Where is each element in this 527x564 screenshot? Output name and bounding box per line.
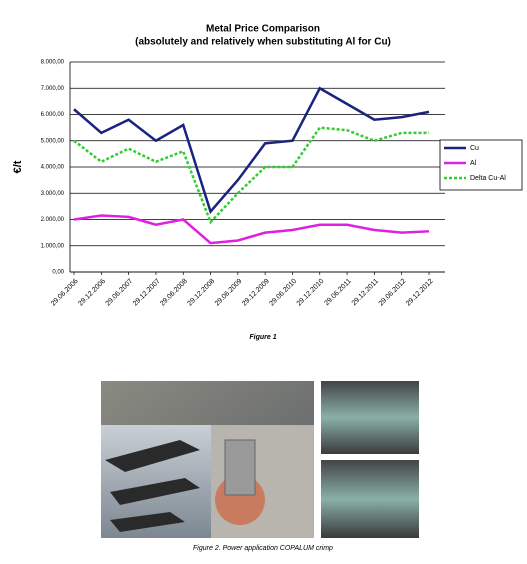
y-tick-label: 4.000,00 bbox=[41, 165, 65, 171]
series-line bbox=[73, 214, 430, 245]
x-tick-label: 29.06.2008 bbox=[159, 278, 189, 308]
y-tick-label: 5.000,00 bbox=[41, 138, 65, 144]
y-tick-label: 3.000,00 bbox=[41, 191, 65, 197]
x-tick-label: 29.12.2008 bbox=[187, 278, 217, 308]
x-tick-label: 29.06.2011 bbox=[323, 278, 352, 307]
figure-photos bbox=[101, 381, 419, 538]
legend-label: Delta Cu-Al bbox=[470, 175, 506, 182]
x-tick-label: 29.06.2009 bbox=[214, 278, 244, 308]
y-tick-label: 6.000,00 bbox=[41, 112, 65, 118]
legend-label: Cu bbox=[470, 145, 479, 152]
x-tick-label: 29.12.2006 bbox=[77, 278, 107, 308]
x-tick-label: 29.06.2006 bbox=[50, 278, 80, 308]
legend-label: Al bbox=[470, 160, 477, 167]
series-line bbox=[73, 126, 429, 225]
y-tick-label: 7.000,00 bbox=[41, 86, 65, 92]
chart-subtitle: (absolutely and relatively when substitu… bbox=[135, 37, 391, 48]
y-tick-label: 1.000,00 bbox=[41, 243, 65, 249]
y-tick-label: 0,00 bbox=[52, 270, 64, 276]
y-axis-label: €/t bbox=[12, 160, 24, 173]
chart-title: Metal Price Comparison bbox=[206, 24, 320, 35]
plot-area: 0,00 1.000,00 2.000,00 3.000,00 4.000,00 5.00… bbox=[41, 60, 445, 308]
x-tick-label: 29.06.2012 bbox=[378, 278, 408, 308]
x-tick-label: 29.12.2012 bbox=[405, 278, 435, 308]
x-tick-label: 29.12.2010 bbox=[296, 278, 326, 308]
figure-caption: Figure 1 bbox=[249, 334, 276, 341]
x-tick-label: 29.12.2007 bbox=[132, 278, 162, 308]
x-tick-label: 29.12.2009 bbox=[241, 278, 271, 308]
photo-mesh bbox=[224, 439, 256, 496]
x-tick-label: 29.06.2010 bbox=[268, 278, 298, 308]
x-tick-label: 29.12.2011 bbox=[351, 278, 380, 307]
photo-section-2 bbox=[321, 460, 419, 538]
x-tick-label: 29.06.2007 bbox=[105, 278, 135, 308]
photo-section-1 bbox=[321, 381, 419, 454]
y-tick-label: 2.000,00 bbox=[41, 217, 65, 223]
legend: Cu Al Delta Cu-Al bbox=[444, 145, 506, 182]
series-line bbox=[73, 86, 430, 215]
figure-caption: Figure 2. Power application COPALUM crim… bbox=[193, 545, 333, 552]
y-tick-label: 8.000,00 bbox=[41, 60, 65, 66]
